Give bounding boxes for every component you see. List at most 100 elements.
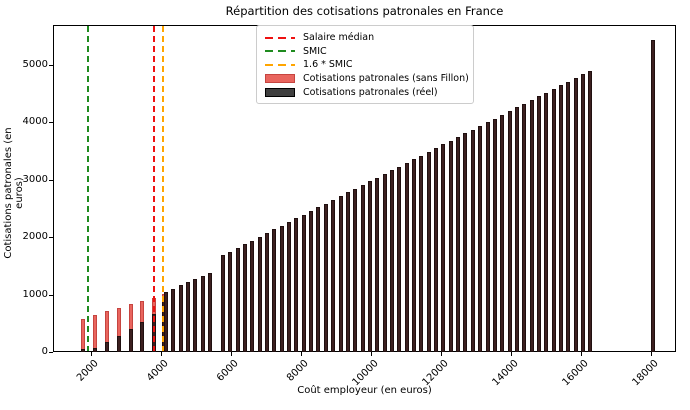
x-tick-label: 16000 — [560, 358, 591, 389]
y-tick-mark — [49, 122, 53, 124]
bar-reel — [566, 81, 571, 352]
bar-reel — [128, 329, 133, 352]
x-tick-mark — [161, 352, 162, 356]
bar-sans-fillon — [92, 315, 97, 352]
bar-reel — [397, 166, 402, 352]
bar-reel — [309, 210, 314, 352]
bar-reel — [140, 321, 145, 352]
bar-reel — [375, 177, 380, 352]
bar-reel — [426, 151, 431, 352]
salaire-median-line — [152, 26, 155, 351]
x-tick-label: 6000 — [215, 358, 241, 384]
bar-reel — [345, 192, 350, 352]
x-tick-mark — [511, 352, 512, 356]
bar-reel — [463, 133, 468, 352]
y-axis-label: Cotisations patronales (en euros) — [3, 127, 25, 259]
bar-reel — [419, 155, 424, 352]
bar-reel — [529, 100, 534, 352]
bar-reel — [331, 199, 336, 352]
bar-reel — [360, 185, 365, 352]
x-tick-label: 8000 — [285, 358, 311, 384]
legend-dash-sample — [265, 50, 295, 53]
bar-reel — [588, 70, 593, 352]
legend-entry-label: Salaire médian — [303, 32, 375, 44]
legend-entry: 1.6 * SMIC — [265, 58, 465, 72]
y-tick-mark — [49, 294, 53, 296]
bar-reel — [544, 92, 549, 352]
x-tick-mark — [231, 352, 232, 356]
bar-reel — [536, 96, 541, 352]
x-tick-label: 2000 — [75, 358, 101, 384]
legend-entry-label: Cotisations patronales (réel) — [303, 86, 438, 98]
x-tick-mark — [301, 352, 302, 356]
bar-reel — [478, 125, 483, 352]
y-tick-label: 3000 — [22, 173, 48, 185]
bar-reel — [207, 272, 212, 352]
legend-entry: Cotisations patronales (sans Fillon) — [265, 72, 469, 86]
bar-reel — [171, 288, 176, 352]
bar-reel — [389, 170, 394, 352]
bar-reel — [367, 181, 372, 352]
legend-entry: Salaire médian — [265, 31, 465, 45]
x-axis-label: Coût employeur (en euros) — [297, 385, 432, 396]
bar-reel — [485, 122, 490, 352]
bar-reel — [116, 336, 121, 352]
bar-reel — [228, 251, 233, 352]
legend-patch-sample — [265, 87, 295, 97]
bar-reel — [92, 347, 97, 352]
bar-reel — [193, 279, 198, 352]
y-tick-label: 1000 — [22, 288, 48, 300]
chart-title: Répartition des cotisations patronales e… — [225, 4, 504, 18]
smic-line — [87, 26, 90, 351]
bar-reel — [448, 140, 453, 352]
bar-reel — [573, 77, 578, 352]
legend-entry: SMIC — [265, 45, 465, 59]
legend-entry: Cotisations patronales (réel) — [265, 85, 465, 99]
x-tick-mark — [371, 352, 372, 356]
bar-reel — [470, 129, 475, 352]
y-tick-mark — [49, 352, 53, 353]
x-tick-mark — [441, 352, 442, 356]
legend-patch-sample — [265, 74, 295, 84]
legend: Salaire médian SMIC 1.6 * SMIC Cotisations … — [256, 25, 474, 104]
bar-reel — [500, 114, 505, 352]
legend-entry-label: Cotisations patronales (sans Fillon) — [303, 73, 469, 85]
bar-reel — [507, 111, 512, 352]
bar-reel — [80, 349, 85, 352]
y-tick-label: 0 — [41, 346, 48, 357]
bar-reel — [105, 342, 110, 352]
x-tick-label: 10000 — [350, 358, 381, 389]
y-tick-mark — [49, 64, 53, 66]
bar-reel — [514, 107, 519, 352]
y-tick-mark — [49, 179, 53, 181]
bar-reel — [294, 218, 299, 352]
smic-1-6-line — [161, 26, 164, 351]
y-tick-label: 4000 — [22, 116, 48, 128]
x-tick-label: 4000 — [145, 358, 171, 384]
bar-reel — [404, 162, 409, 352]
x-tick-label: 12000 — [420, 358, 451, 389]
bar-reel — [265, 233, 269, 352]
bar-reel — [559, 85, 563, 352]
bar-reel — [522, 103, 527, 352]
x-tick-mark — [651, 352, 652, 356]
x-tick-label: 14000 — [490, 358, 521, 389]
bar-reel — [338, 196, 343, 352]
bar-reel — [220, 255, 225, 352]
bar-reel — [178, 285, 183, 352]
bar-reel — [492, 118, 497, 352]
bar-reel — [581, 74, 586, 352]
x-tick-mark — [91, 352, 92, 356]
bar-reel — [382, 173, 387, 352]
bar-reel — [279, 225, 284, 352]
bar-reel — [412, 159, 416, 352]
bar-reel — [185, 282, 190, 352]
bar-reel — [250, 240, 255, 352]
bar-reel — [272, 229, 277, 352]
bar-reel — [200, 275, 205, 352]
legend-entry-label: SMIC — [303, 45, 327, 57]
bar-reel — [316, 207, 321, 352]
bar-reel — [651, 39, 656, 352]
bar-reel — [287, 222, 292, 352]
legend-dash-sample — [265, 63, 295, 66]
